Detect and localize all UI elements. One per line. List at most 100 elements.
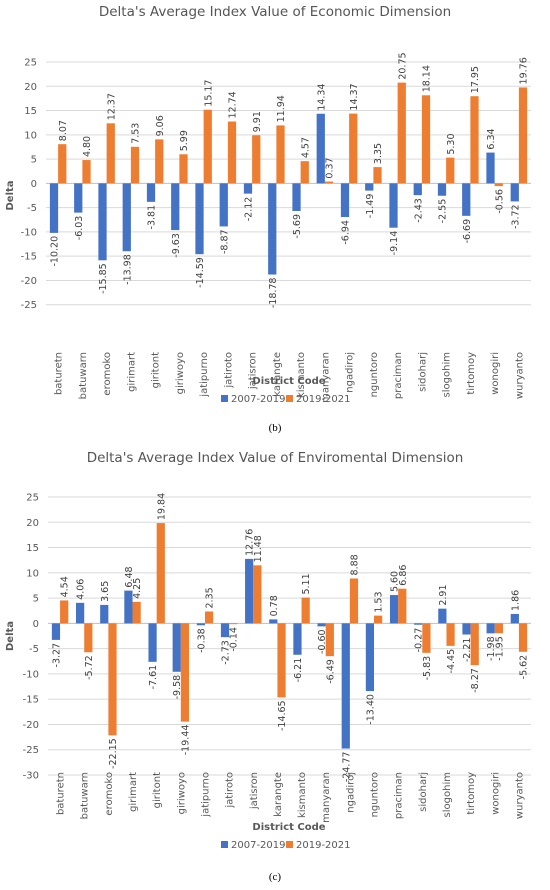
x-tick-label: manyaran: [321, 772, 332, 823]
bar-2019-2021-sidoharj: [421, 95, 431, 184]
bar-2007-2019-slogohim: [438, 608, 447, 624]
legend-swatch: [221, 841, 228, 848]
y-tick-label: 10: [24, 130, 37, 141]
data-label: -13.98: [122, 254, 133, 285]
y-tick-label: 20: [24, 82, 37, 93]
data-label: -4.45: [446, 649, 457, 674]
bar-2019-2021-giritont: [155, 139, 164, 184]
x-tick-label: jatisron: [249, 772, 260, 810]
data-label: -6.03: [74, 216, 85, 241]
y-axis-label: Delta: [5, 180, 16, 210]
data-label: 4.57: [300, 137, 311, 158]
bar-2007-2019-giritont: [146, 183, 156, 202]
data-label: -7.61: [148, 665, 159, 690]
data-label: 0.37: [325, 157, 336, 178]
y-tick-label: -20: [21, 276, 37, 287]
data-label: -0.27: [414, 628, 425, 653]
bar-2007-2019-girimart: [122, 183, 131, 252]
bar-2007-2019-eromoko: [98, 183, 107, 261]
data-label: 4.06: [76, 579, 87, 600]
x-tick-label: karangte: [272, 352, 283, 397]
panel-caption: (c): [269, 871, 282, 883]
x-axis-label: District Code: [252, 376, 325, 387]
x-tick-label: praciman: [394, 772, 405, 819]
y-tick-label: -15: [21, 252, 37, 263]
bar-2007-2019-karangte: [269, 619, 278, 624]
bar-2007-2019-giriwoyo: [171, 183, 180, 231]
bar-2019-2021-batuwarn: [82, 160, 91, 184]
data-label: 8.88: [349, 554, 360, 575]
bar-2007-2019-wuryanto: [510, 183, 519, 202]
x-axis-label: District Code: [252, 822, 325, 833]
x-tick-label: girimart: [126, 352, 137, 392]
data-label: -5.72: [84, 655, 95, 680]
y-tick-label: -5: [29, 644, 39, 655]
bar-2007-2019-slogohim: [437, 183, 447, 196]
x-tick-label: jatipurno: [199, 352, 210, 398]
data-label: 20.75: [397, 52, 408, 79]
data-label: 6.34: [486, 128, 497, 149]
bar-2007-2019-nguntoro: [365, 623, 375, 692]
bar-2007-2019-tirtomoy: [462, 183, 471, 216]
data-label: 19.84: [156, 493, 167, 520]
data-label: -2.55: [438, 199, 449, 224]
x-tick-label: jatisron: [248, 352, 259, 390]
y-tick-label: -5: [27, 203, 37, 214]
chart-title: Delta's Average Index Value of Enviromen…: [87, 450, 464, 466]
y-tick-label: 5: [31, 155, 37, 166]
data-label: 12.76: [245, 529, 256, 556]
y-tick-label: -20: [23, 720, 39, 731]
bar-2019-2021-jatisron: [253, 565, 262, 624]
x-tick-label: karangte: [273, 772, 284, 817]
legend: 2007-2019 2019-2021: [221, 394, 351, 405]
bar-2019-2021-praciman: [398, 588, 407, 624]
chart-panel-environmental: Delta's Average Index Value of Enviromen…: [5, 450, 531, 883]
y-tick-label: 15: [26, 543, 39, 554]
bar-2019-2021-slogohim: [446, 157, 455, 184]
legend-label: 2019-2021: [296, 840, 351, 851]
x-tick-label: jatiroto: [225, 772, 236, 809]
data-label: 5.99: [179, 130, 190, 151]
legend-swatch: [221, 395, 228, 402]
bar-2007-2019-sidoharj: [414, 623, 423, 625]
x-tick-label: wonogiri: [490, 772, 501, 815]
data-label: -22.15: [108, 738, 119, 769]
data-label: 15.17: [203, 80, 214, 107]
data-label: 4.54: [60, 576, 71, 597]
bar-2019-2021-sidoharj: [422, 623, 431, 653]
bar-2019-2021-tirtomoy: [470, 623, 479, 666]
x-tick-label: jatipurno: [200, 772, 211, 818]
bar-2019-2021-tirtomoy: [470, 96, 479, 184]
bar-2019-2021-karangte: [276, 125, 285, 184]
bar-2019-2021-wuryanto: [518, 87, 528, 184]
bar-2007-2019-jatipurno: [195, 183, 204, 255]
data-label: -1.98: [486, 636, 497, 661]
x-tick-label: giritont: [152, 772, 163, 808]
bar-2007-2019-jatiroto: [219, 183, 228, 227]
legend-label: 2007-2019: [231, 840, 286, 851]
data-label: 7.53: [131, 123, 142, 144]
bar-2007-2019-nguntoro: [365, 183, 374, 191]
data-label: 17.95: [470, 66, 481, 93]
data-label: -2.43: [413, 198, 424, 223]
x-tick-label: sidoharj: [417, 352, 428, 392]
chart-panel-economic: Delta's Average Index Value of Economic …: [5, 4, 531, 434]
chart-title: Delta's Average Index Value of Economic …: [99, 4, 451, 20]
bar-2007-2019-giritont: [148, 623, 157, 662]
bar-2019-2021-batuwarn: [84, 623, 93, 653]
x-tick-label: tirtomoy: [466, 772, 477, 815]
data-label: -8.27: [470, 668, 481, 693]
bar-2019-2021-giriwoyo: [180, 623, 190, 722]
bar-2007-2019-jatisron: [245, 558, 254, 624]
y-tick-label: 0: [31, 179, 37, 190]
data-label: -6.69: [462, 219, 473, 244]
data-label: 0.78: [269, 595, 280, 616]
y-tick-label: -25: [21, 300, 37, 311]
bar-2007-2019-ngadiroj: [340, 183, 350, 218]
x-tick-label: slogohim: [442, 772, 453, 817]
bar-2007-2019-batuwarn: [76, 602, 85, 624]
data-label: -5.83: [422, 656, 433, 681]
bar-2019-2021-nguntoro: [373, 167, 382, 184]
legend-swatch: [286, 841, 293, 848]
legend: 2007-2019 2019-2021: [221, 840, 351, 851]
